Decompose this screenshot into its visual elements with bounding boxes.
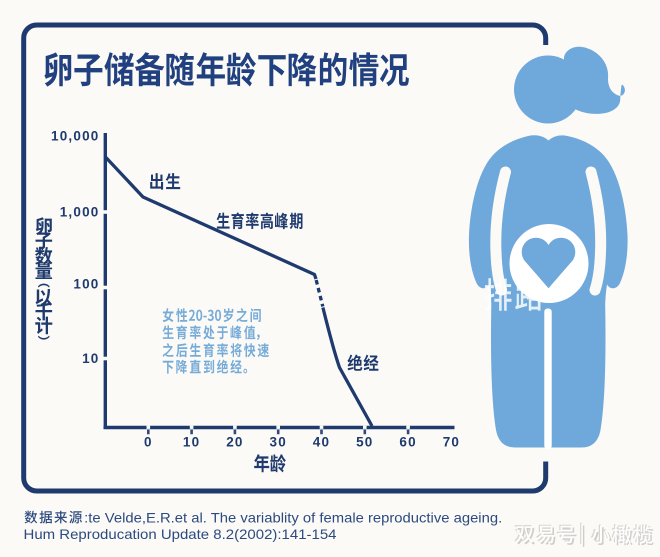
svg-text:30: 30 bbox=[269, 434, 286, 449]
svg-text:20: 20 bbox=[226, 434, 243, 449]
svg-text:10,000: 10,000 bbox=[51, 129, 100, 144]
svg-text:50: 50 bbox=[356, 434, 373, 449]
svg-text:40: 40 bbox=[313, 434, 330, 449]
svg-text::te Velde,E.R.et al. The varia: :te Velde,E.R.et al. The variablity of f… bbox=[84, 509, 502, 525]
svg-text:10: 10 bbox=[82, 351, 99, 366]
svg-text:Hum Reproducation Update 8.2(2: Hum Reproducation Update 8.2(2002):141-1… bbox=[24, 526, 337, 542]
svg-text:1,000: 1,000 bbox=[60, 205, 100, 220]
svg-text:0: 0 bbox=[144, 434, 153, 449]
svg-text:100: 100 bbox=[73, 277, 99, 292]
svg-text:70: 70 bbox=[443, 434, 460, 449]
svg-text:60: 60 bbox=[399, 434, 416, 449]
svg-text:10: 10 bbox=[183, 434, 200, 449]
